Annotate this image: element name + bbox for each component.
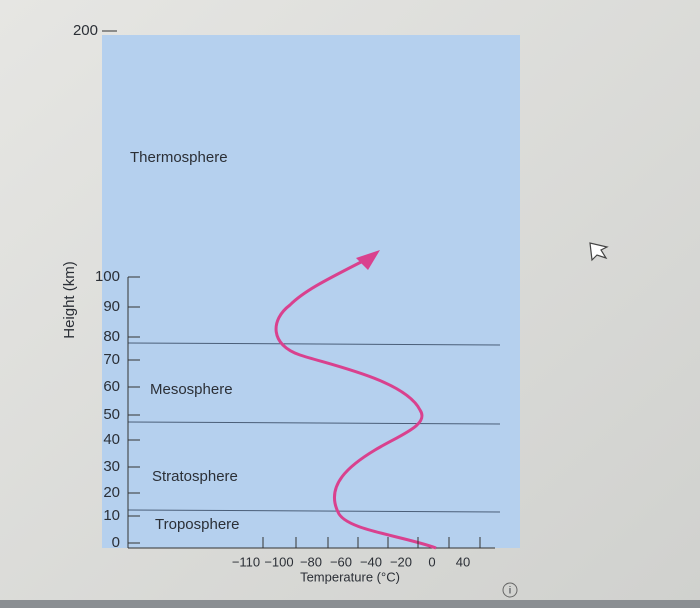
arrow-head	[356, 250, 380, 270]
screen-bezel	[0, 600, 700, 608]
x-tick-label: −60	[330, 554, 352, 569]
temperature-curve	[274, 258, 437, 550]
layer-boundary	[127, 421, 501, 425]
layer-label: Mesosphere	[150, 381, 233, 398]
y-tick-label: 50	[103, 406, 120, 423]
layer-boundary	[127, 342, 501, 346]
x-tick-label: −80	[300, 554, 322, 569]
mouse-cursor	[589, 242, 609, 262]
y-tick-label: 10	[103, 507, 120, 524]
y-tick-label: 90	[103, 298, 120, 315]
y-tick-label: 80	[103, 328, 120, 345]
y-tick-label: 30	[103, 458, 120, 475]
chart-panel	[102, 35, 520, 548]
x-tick-label: −110	[232, 554, 260, 569]
layer-label: Troposphere	[155, 516, 240, 533]
layer-label: Stratosphere	[152, 468, 238, 485]
y-axis-title: Height (km)	[61, 261, 78, 339]
x-tick-label: 40	[456, 554, 470, 569]
y-tick-label: 60	[103, 378, 120, 395]
y-tick-label: 0	[112, 534, 120, 551]
y-tick-label: 40	[103, 431, 120, 448]
x-tick-label: −20	[390, 554, 412, 569]
info-icon-glyph: i	[509, 586, 511, 597]
y-tick-label: 20	[103, 484, 120, 501]
x-tick-label: −40	[360, 554, 382, 569]
layer-label: Thermosphere	[130, 149, 228, 166]
x-tick-label: −100	[264, 554, 293, 569]
info-icon[interactable]	[502, 582, 518, 598]
layer-boundary	[127, 509, 501, 513]
y-tick-label: 100	[95, 268, 120, 285]
x-axis-title: Temperature (°C)	[300, 569, 400, 584]
x-tick-label: 0	[428, 554, 435, 569]
y-tick-label: 200	[73, 22, 98, 39]
y-tick-label: 70	[103, 351, 120, 368]
